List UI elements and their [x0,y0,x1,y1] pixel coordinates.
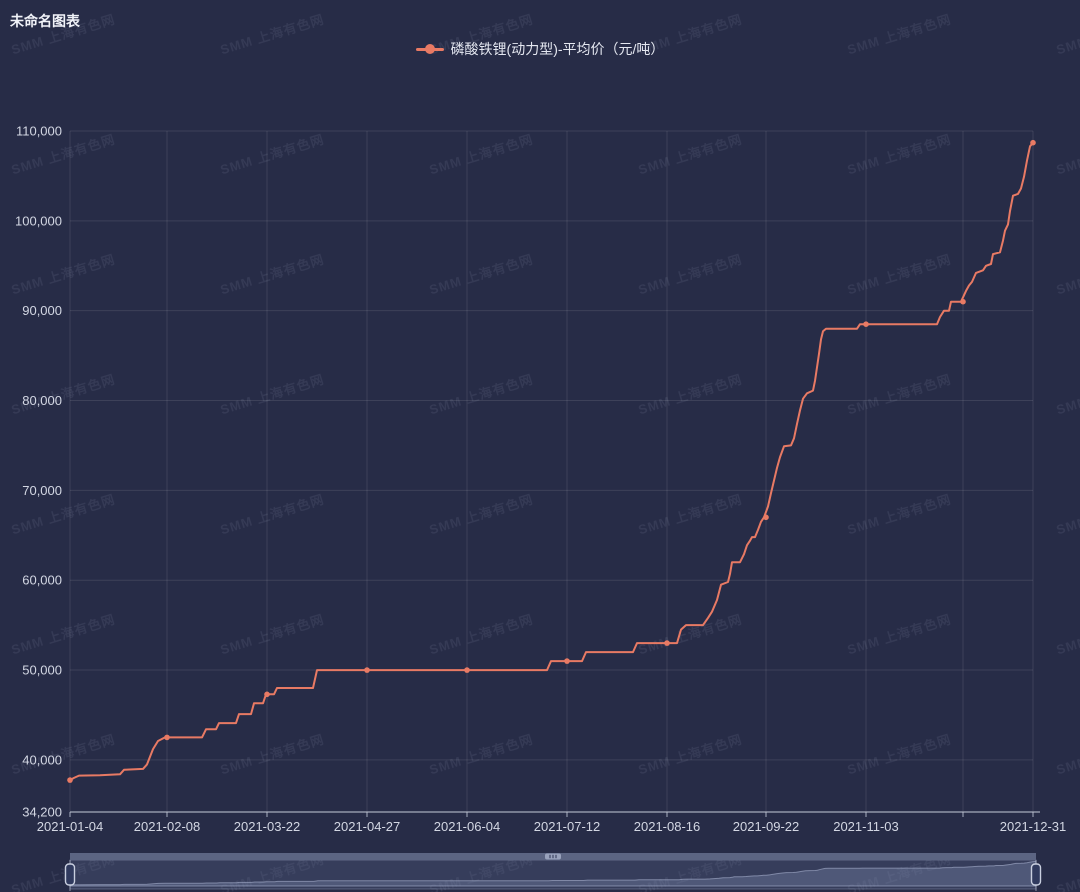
x-axis-label: 2021-04-27 [334,819,401,834]
y-axis-label: 60,000 [22,573,62,588]
datazoom-data-shadow [69,860,1037,887]
data-point-marker [464,667,470,673]
legend-label: 磷酸铁锂(动力型)-平均价（元/吨） [450,41,665,57]
data-point-marker [960,298,966,305]
data-point-marker [164,734,170,741]
data-point-marker [67,777,73,783]
y-axis-label: 80,000 [22,393,62,408]
y-axis-label: 100,000 [15,213,62,228]
y-axis-label: 34,200 [22,805,62,820]
datazoom-left-handle[interactable] [64,863,76,886]
y-axis-label: 70,000 [22,483,62,498]
y-axis-label: 90,000 [22,303,62,318]
y-axis-label: 50,000 [22,663,62,678]
data-point-marker [863,321,869,328]
y-axis-label: 40,000 [22,752,62,767]
x-axis-label: 2021-07-12 [534,819,601,834]
legend-line-marker-icon [415,42,444,56]
data-point-marker [664,640,670,646]
x-axis-label: 2021-01-04 [37,819,104,834]
datazoom-right-handle[interactable] [1030,863,1042,886]
data-point-marker [364,667,370,673]
data-point-marker [1030,139,1036,146]
x-axis-label: 2021-09-22 [733,819,800,834]
x-axis-label: 2021-12-31 [1000,819,1067,834]
y-axis-label: 110,000 [16,124,62,139]
chart-title: 未命名图表 [10,13,80,29]
data-point-marker [264,691,270,698]
x-axis-label: 2021-02-08 [134,819,201,834]
x-axis-label: 2021-11-03 [833,819,899,834]
data-point-marker [763,514,769,521]
x-axis-label: 2021-06-04 [434,819,501,834]
data-point-marker [564,658,570,664]
x-axis-label: 2021-03-22 [234,819,301,834]
legend-marker-dot [424,44,435,54]
price-line-series [69,141,1034,782]
x-axis-label: 2021-08-16 [634,819,701,834]
legend-item[interactable]: 磷酸铁锂(动力型)-平均价（元/吨） [0,39,1080,59]
